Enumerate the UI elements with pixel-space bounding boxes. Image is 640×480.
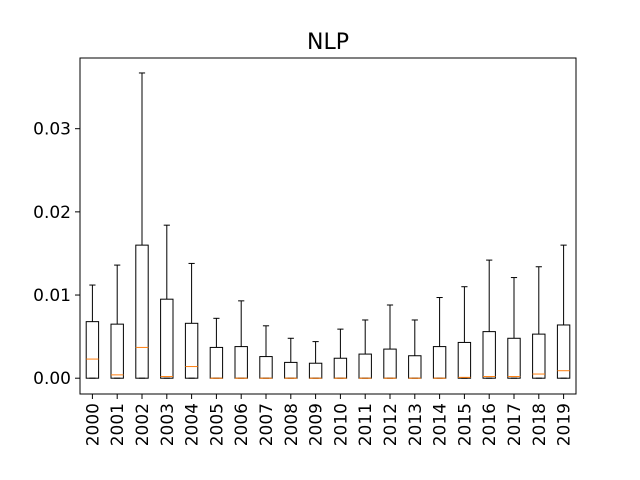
box-iqr — [507, 337, 521, 379]
box-iqr — [184, 322, 199, 379]
x-tick-label: 2016 — [480, 403, 500, 446]
x-tick-label: 2010 — [331, 403, 351, 446]
x-tick-label: 2009 — [307, 403, 327, 446]
box-2015 — [457, 286, 472, 379]
x-tick-label: 2011 — [356, 403, 376, 446]
y-tick-label: 0.02 — [33, 203, 71, 223]
box-2009 — [308, 341, 323, 379]
box-2010 — [333, 328, 348, 379]
x-tick-label: 2012 — [381, 403, 401, 446]
x-tick-label: 2008 — [282, 403, 302, 446]
x-tick-label: 2007 — [257, 403, 277, 446]
box-iqr — [85, 321, 100, 379]
box-2008 — [284, 337, 298, 379]
box-iqr — [556, 324, 571, 379]
x-tick-label: 2003 — [158, 403, 178, 446]
box-2005 — [209, 317, 224, 379]
box-iqr — [135, 244, 149, 379]
plot-area — [85, 72, 571, 379]
y-tick-label: 0.03 — [33, 120, 71, 140]
box-2004 — [184, 262, 199, 379]
box-iqr — [482, 331, 496, 379]
x-tick-label: 2017 — [505, 403, 525, 446]
box-iqr — [457, 341, 472, 379]
x-axis: 2000 2001 2002 2003 2004 2005 2006 2007 2008 2009… — [83, 394, 575, 446]
chart-title: NLP — [307, 30, 349, 55]
x-tick-label: 2015 — [455, 403, 475, 446]
box-2006 — [234, 300, 248, 379]
box-iqr — [532, 333, 546, 379]
box-2003 — [160, 224, 174, 379]
y-tick-label: 0.01 — [33, 286, 71, 306]
y-tick-label: 0.00 — [33, 369, 71, 389]
box-2017 — [507, 277, 521, 379]
x-tick-label: 2001 — [108, 403, 128, 446]
box-2019 — [556, 244, 571, 379]
box-2001 — [110, 264, 124, 379]
box-2013 — [408, 319, 422, 379]
x-tick-label: 2019 — [555, 403, 575, 446]
x-tick-label: 2014 — [431, 403, 451, 446]
x-tick-label: 2004 — [183, 403, 203, 446]
box-2016 — [482, 259, 496, 379]
box-2012 — [383, 304, 397, 379]
x-tick-label: 2000 — [83, 403, 103, 446]
x-tick-label: 2018 — [530, 403, 550, 446]
y-axis: 0.00 0.01 0.02 0.03 — [33, 120, 80, 389]
box-2014 — [432, 297, 447, 379]
box-2000 — [85, 284, 100, 379]
box-2002 — [135, 72, 149, 379]
x-tick-label: 2002 — [133, 403, 153, 446]
box-2018 — [532, 266, 546, 379]
box-2011 — [358, 319, 372, 379]
x-tick-label: 2013 — [406, 403, 426, 446]
axes-frame — [79, 57, 577, 395]
x-tick-label: 2006 — [232, 403, 252, 446]
box-2007 — [259, 325, 273, 379]
box-iqr — [160, 298, 174, 379]
x-tick-label: 2005 — [207, 403, 227, 446]
box-iqr — [110, 323, 124, 379]
